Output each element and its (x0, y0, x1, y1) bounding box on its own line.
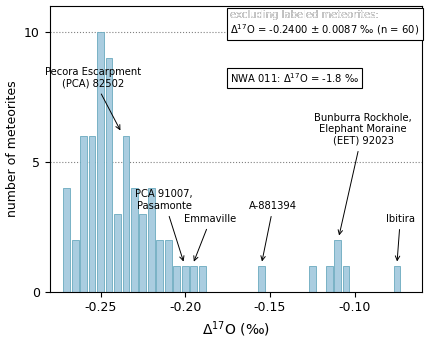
Bar (97, 31, 104, 292)
Bar (309, 266, 316, 292)
Bar (80, 136, 87, 292)
Bar (131, 188, 138, 292)
Bar (393, 266, 400, 292)
X-axis label: $\Delta^{17}$O (‰): $\Delta^{17}$O (‰) (202, 320, 270, 339)
Bar (334, 239, 341, 292)
Bar (123, 136, 129, 292)
Text: NWA 011: $\Delta^{17}$O = -1.8 ‰: NWA 011: $\Delta^{17}$O = -1.8 ‰ (231, 71, 359, 85)
Y-axis label: number of meteorites: number of meteorites (6, 80, 19, 217)
Bar (89, 136, 95, 292)
Bar (114, 214, 121, 292)
Bar (139, 214, 146, 292)
Bar (326, 266, 333, 292)
Text: Ibitira: Ibitira (386, 214, 415, 260)
Bar (258, 266, 265, 292)
Text: Emmaville: Emmaville (184, 214, 237, 261)
Text: excluding labeled meteorites:
$\Delta^{17}$O = -0.2400 ± 0.0087 ‰ (n = 60): excluding labeled meteorites: $\Delta^{1… (231, 10, 419, 37)
Bar (190, 266, 197, 292)
Bar (343, 266, 349, 292)
Bar (157, 239, 163, 292)
Text: excluding labeled meteorites:: excluding labeled meteorites: (231, 10, 379, 20)
Text: PCA 91007,
Pasamonte: PCA 91007, Pasamonte (135, 189, 193, 260)
Bar (182, 266, 189, 292)
Bar (173, 266, 180, 292)
Text: Pecora Escarpment
(PCA) 82502: Pecora Escarpment (PCA) 82502 (45, 67, 141, 129)
Text: A-881394: A-881394 (249, 201, 297, 260)
Bar (148, 188, 155, 292)
Bar (63, 188, 70, 292)
Bar (72, 239, 78, 292)
Bar (199, 266, 206, 292)
Bar (165, 239, 172, 292)
Bar (105, 58, 112, 292)
Text: Bunburra Rockhole,
Elephant Moraine
(EET) 92023: Bunburra Rockhole, Elephant Moraine (EET… (314, 113, 412, 235)
